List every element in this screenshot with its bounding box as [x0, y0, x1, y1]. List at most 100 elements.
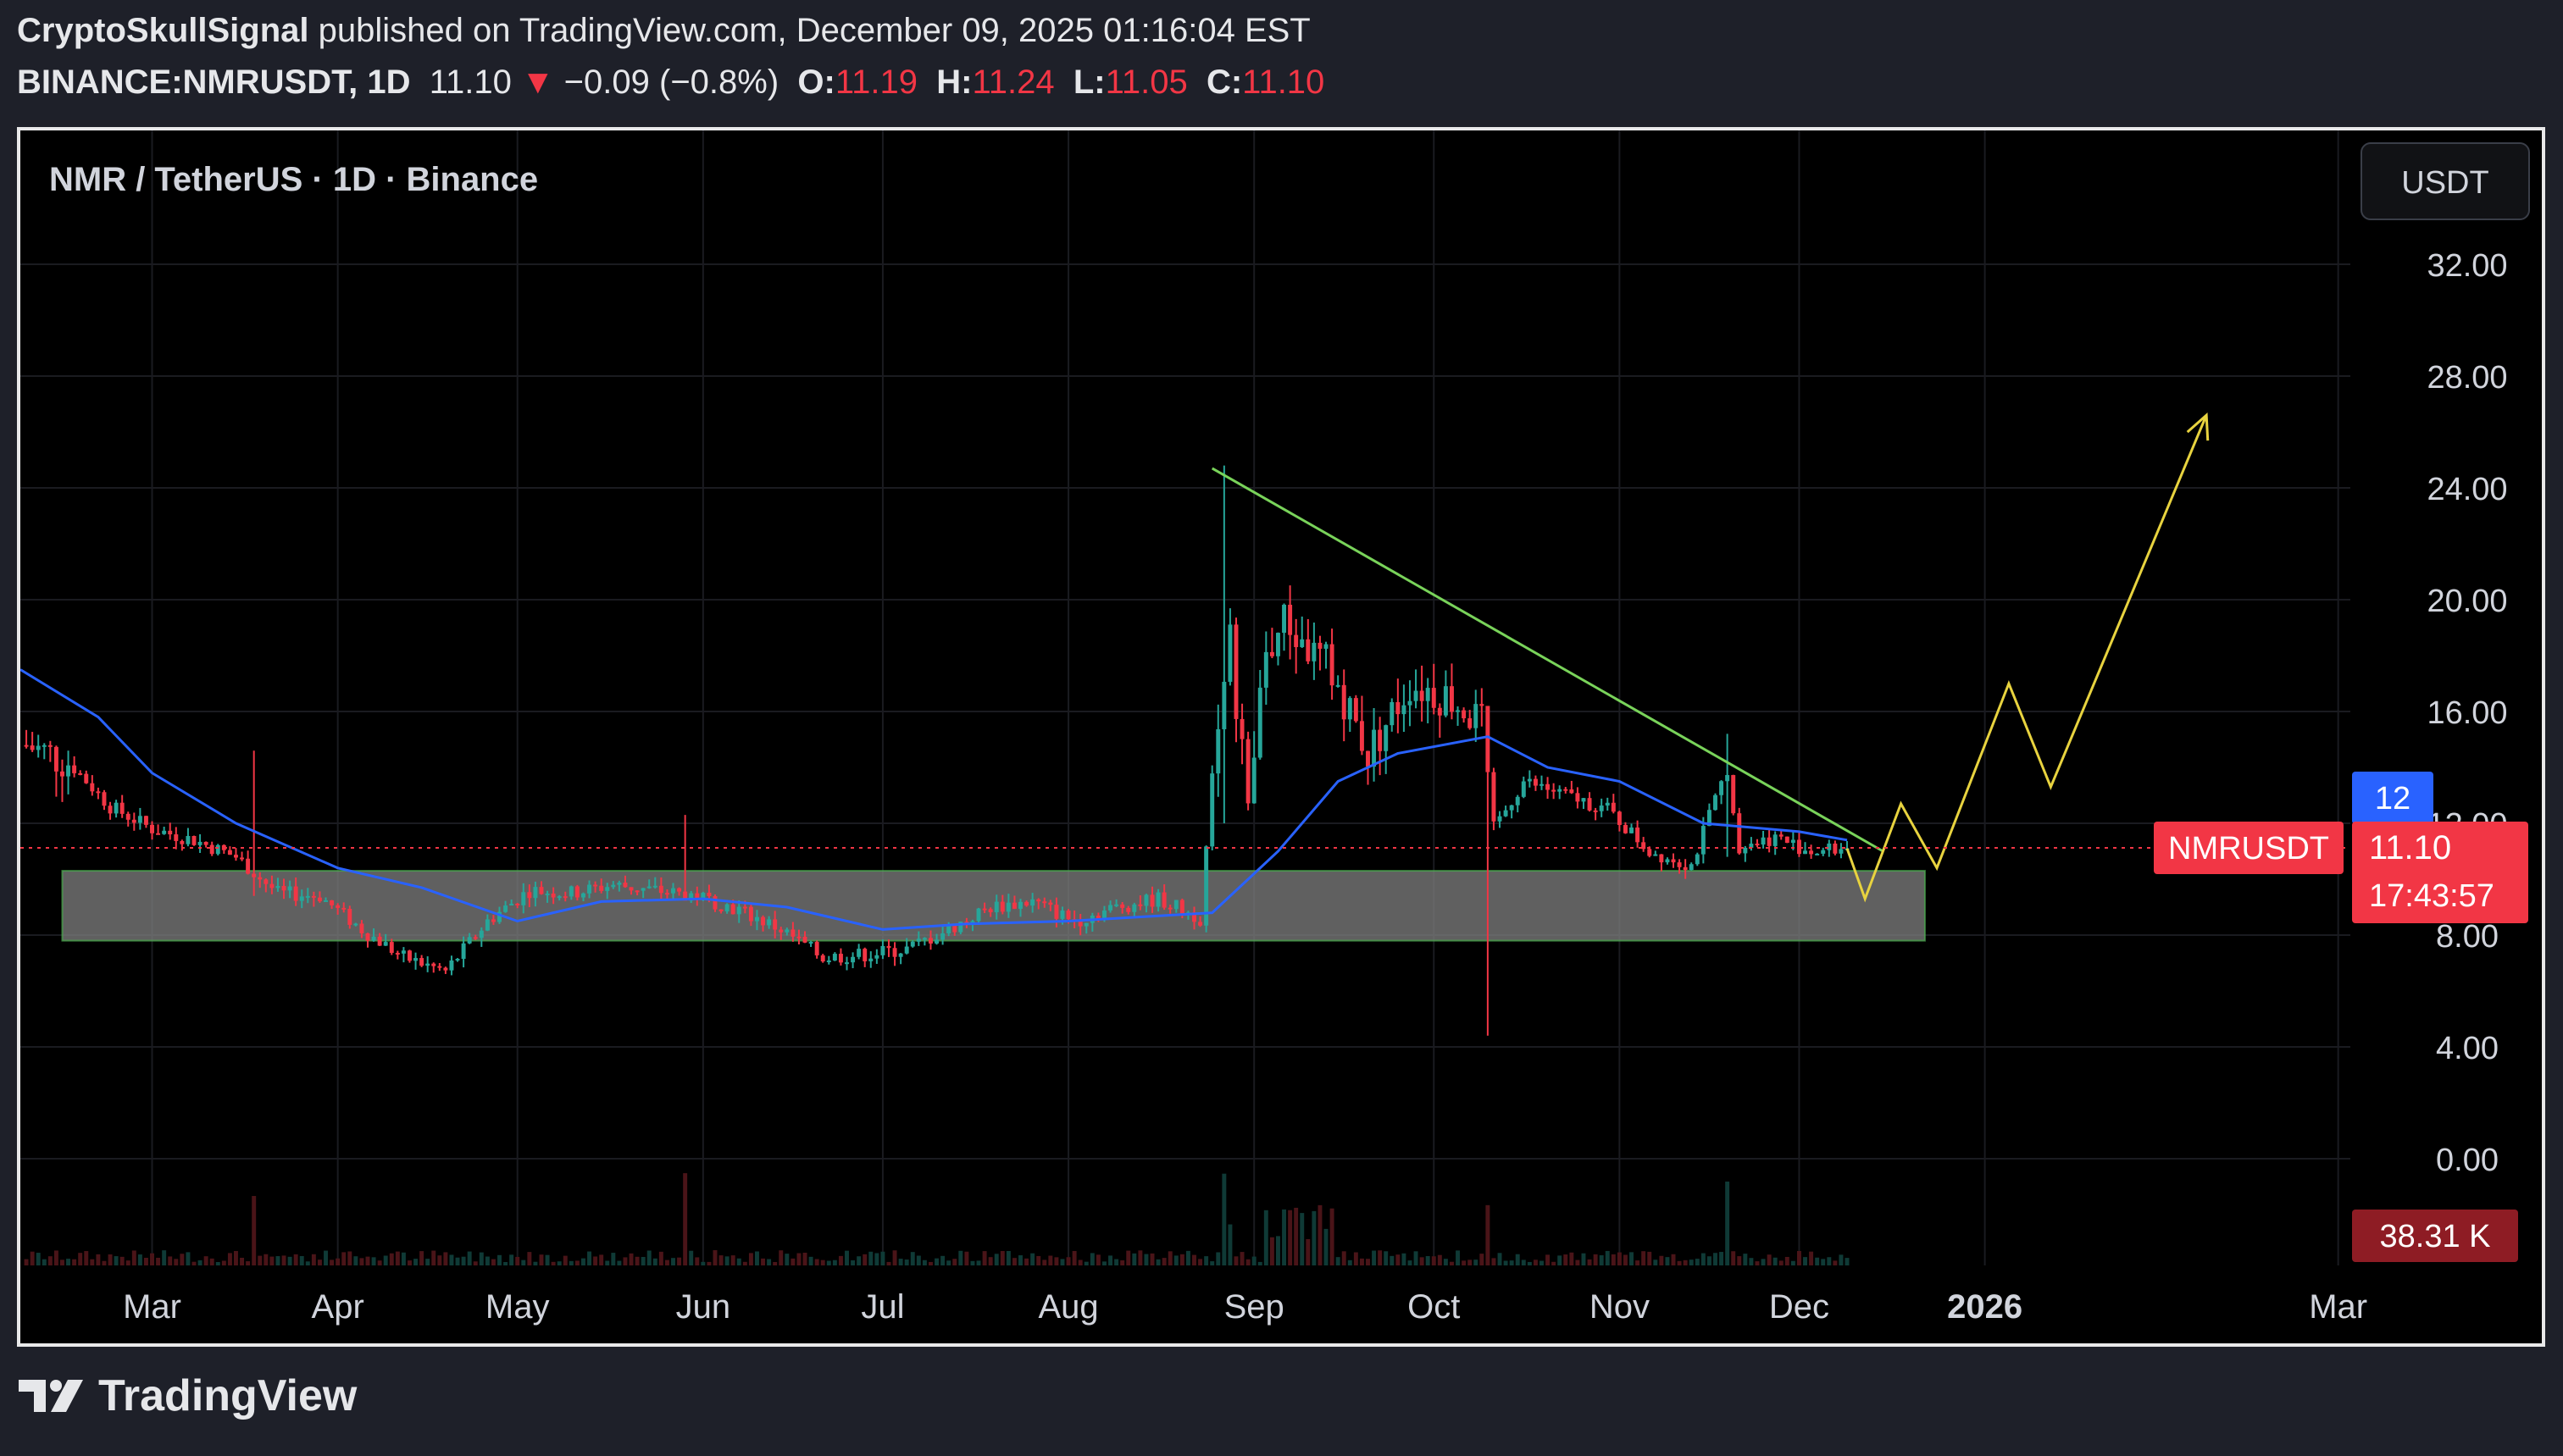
candle-body: [1192, 912, 1196, 922]
candle: [1156, 889, 1161, 912]
candle-body: [264, 879, 269, 884]
candle-body: [84, 773, 89, 783]
candle-body: [455, 959, 460, 961]
candle-body: [1815, 853, 1820, 855]
candle-body: [581, 893, 585, 898]
candle-body: [1401, 705, 1406, 715]
candle: [1132, 902, 1137, 916]
candle-body: [1108, 905, 1113, 911]
candle: [324, 897, 328, 902]
candle-body: [1527, 778, 1532, 782]
candle: [1395, 678, 1401, 734]
volume-bar: [341, 1252, 347, 1265]
candle: [605, 883, 610, 900]
volume-bar: [1479, 1254, 1484, 1265]
tradingview-footer[interactable]: TradingView: [17, 1370, 357, 1421]
descending-trendline: [1211, 467, 1884, 853]
candle-body: [730, 904, 735, 915]
candle: [413, 952, 419, 970]
volume-bar: [78, 1253, 83, 1265]
candle: [24, 729, 29, 749]
candle: [1641, 837, 1646, 852]
symbol-tag: [2154, 822, 2344, 874]
candle-body: [1581, 798, 1586, 802]
candle-body: [904, 946, 909, 954]
volume-bar: [1827, 1257, 1832, 1265]
candle: [1659, 854, 1664, 872]
volume-bar: [131, 1250, 136, 1265]
candle-body: [1114, 904, 1119, 906]
volume-bar: [443, 1252, 448, 1265]
candle-body: [174, 834, 179, 841]
x-tick-label: Nov: [1589, 1288, 1650, 1326]
candle: [1245, 731, 1251, 811]
candle-body: [1078, 922, 1083, 927]
candle-body: [1509, 805, 1514, 811]
candle-body: [479, 930, 484, 938]
candle: [317, 891, 322, 903]
candle-body: [1761, 837, 1766, 845]
volume-bar: [857, 1256, 862, 1265]
candle: [587, 880, 592, 899]
currency-button[interactable]: USDT: [2361, 142, 2530, 220]
candle: [713, 894, 718, 912]
candle: [419, 955, 424, 967]
volume-bar: [1066, 1257, 1071, 1265]
candle-body: [353, 923, 358, 926]
volume-bar: [1731, 1251, 1736, 1265]
candle: [563, 891, 568, 902]
candle: [689, 890, 694, 903]
volume-bar: [431, 1250, 436, 1265]
candle: [808, 940, 813, 947]
candle: [1551, 783, 1556, 800]
candle-body: [209, 844, 214, 855]
candle: [1359, 695, 1364, 756]
candle-body: [1150, 894, 1155, 907]
volume-bar: [1587, 1259, 1592, 1265]
candle: [1479, 688, 1484, 727]
candle: [1635, 820, 1640, 848]
price-chart[interactable]: 0.004.008.0012.0016.0020.0024.0028.0032.…: [20, 130, 2542, 1343]
candle: [209, 841, 214, 856]
candle: [78, 770, 83, 776]
candle: [84, 770, 89, 784]
candle-body: [180, 840, 185, 844]
volume-bar: [1761, 1259, 1766, 1265]
candle-body: [629, 887, 634, 891]
candle-body: [808, 942, 813, 944]
candle: [1700, 817, 1706, 864]
chart-panel[interactable]: 0.004.008.0012.0016.0020.0024.0028.0032.…: [17, 127, 2545, 1347]
candle: [1168, 905, 1173, 914]
candle: [156, 824, 161, 835]
candle: [275, 877, 280, 892]
volume-bar: [1593, 1254, 1598, 1265]
x-tick-label: Mar: [2309, 1288, 2367, 1326]
volume-bar: [461, 1256, 466, 1265]
candle-body: [958, 922, 963, 933]
volume-bar: [1144, 1254, 1149, 1265]
volume-bar: [1204, 1256, 1209, 1265]
volume-bar: [174, 1259, 179, 1265]
candle-body: [1366, 750, 1370, 767]
candle: [1078, 913, 1083, 936]
candle-body: [1821, 850, 1826, 854]
candle-body: [1240, 718, 1245, 739]
volume-bar: [736, 1258, 741, 1265]
candle: [994, 894, 999, 920]
volume-bar: [1156, 1259, 1161, 1265]
candle: [928, 930, 933, 950]
candle: [677, 887, 682, 896]
candle-body: [1210, 773, 1215, 847]
candle: [125, 811, 130, 827]
candle-body: [419, 958, 424, 966]
volume-bar: [521, 1259, 526, 1265]
candle-body: [1179, 900, 1184, 914]
author-name[interactable]: CryptoSkullSignal: [17, 12, 309, 49]
candle: [646, 879, 652, 889]
price-change: −0.09 (−0.8%): [563, 64, 779, 101]
candle-body: [533, 887, 538, 899]
candle: [533, 881, 538, 907]
candle-countdown: 17:43:57: [2369, 878, 2494, 914]
volume-bar: [1419, 1257, 1424, 1265]
low-label: L:: [1073, 64, 1106, 101]
